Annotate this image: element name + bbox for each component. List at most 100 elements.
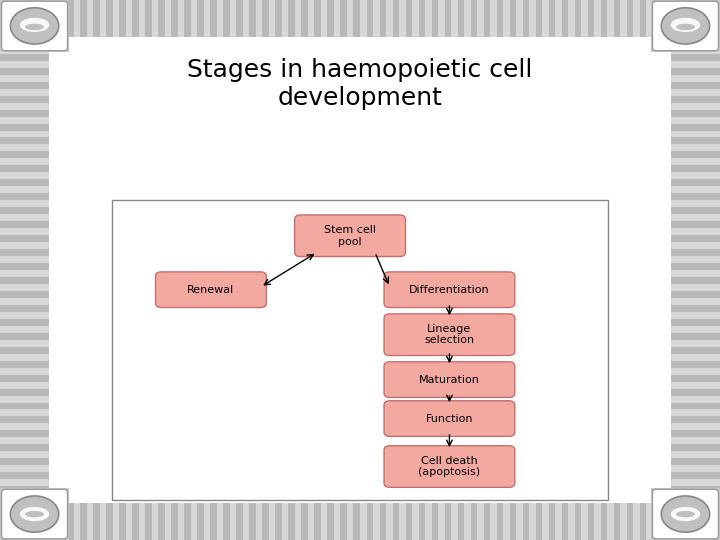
Bar <box>671 389 720 395</box>
Bar <box>671 270 720 277</box>
Bar <box>178 0 184 37</box>
Bar <box>471 0 477 37</box>
Bar <box>451 503 458 540</box>
Bar <box>139 0 145 37</box>
Ellipse shape <box>25 24 44 30</box>
Bar <box>671 382 720 389</box>
Bar <box>672 0 679 37</box>
Bar <box>0 458 49 465</box>
Bar <box>0 242 49 249</box>
FancyBboxPatch shape <box>652 489 719 539</box>
Bar <box>671 277 720 284</box>
FancyBboxPatch shape <box>384 362 515 397</box>
Bar <box>418 0 425 37</box>
Bar <box>549 0 555 37</box>
Bar <box>236 503 243 540</box>
Bar <box>302 0 308 37</box>
Bar <box>0 444 49 451</box>
Bar <box>634 0 640 37</box>
Bar <box>671 319 720 326</box>
Bar <box>0 488 69 540</box>
Bar <box>86 503 93 540</box>
Bar <box>126 503 132 540</box>
Bar <box>671 312 720 319</box>
Bar <box>490 0 497 37</box>
Ellipse shape <box>676 511 695 517</box>
Bar <box>458 0 464 37</box>
Bar <box>269 503 275 540</box>
Bar <box>0 68 49 75</box>
Circle shape <box>661 496 710 532</box>
Text: Stem cell
pool: Stem cell pool <box>324 225 376 247</box>
Bar <box>671 368 720 375</box>
Bar <box>0 291 49 298</box>
Bar <box>184 503 191 540</box>
Bar <box>671 242 720 249</box>
Bar <box>379 503 386 540</box>
Bar <box>315 503 321 540</box>
Bar <box>671 75 720 82</box>
Bar <box>0 89 49 96</box>
Bar <box>0 131 49 138</box>
Bar <box>217 503 223 540</box>
FancyBboxPatch shape <box>294 215 405 256</box>
Bar <box>671 158 720 165</box>
Bar <box>269 0 275 37</box>
Bar <box>0 26 49 33</box>
Bar <box>672 503 679 540</box>
Bar <box>308 503 315 540</box>
Bar <box>120 0 126 37</box>
Bar <box>529 503 536 540</box>
Bar <box>671 165 720 172</box>
Bar <box>0 312 49 319</box>
Bar <box>671 145 720 151</box>
Bar <box>671 437 720 444</box>
Bar <box>386 503 392 540</box>
Bar <box>35 0 41 37</box>
FancyBboxPatch shape <box>156 272 266 307</box>
Bar <box>334 503 341 540</box>
Bar <box>282 0 289 37</box>
Bar <box>425 0 431 37</box>
Bar <box>651 488 720 540</box>
Bar <box>0 354 49 361</box>
Bar <box>594 503 600 540</box>
Bar <box>671 409 720 416</box>
Bar <box>0 340 49 347</box>
Bar <box>0 256 49 263</box>
Bar <box>0 61 49 68</box>
Bar <box>139 503 145 540</box>
Bar <box>0 0 69 52</box>
Bar <box>671 486 720 493</box>
Bar <box>588 0 594 37</box>
Bar <box>0 54 49 61</box>
Bar <box>0 326 49 333</box>
Bar <box>575 503 581 540</box>
Bar <box>256 503 262 540</box>
Bar <box>0 389 49 395</box>
FancyBboxPatch shape <box>384 446 515 487</box>
Bar <box>510 503 516 540</box>
Bar <box>99 0 106 37</box>
Bar <box>660 503 666 540</box>
Bar <box>671 284 720 291</box>
Bar <box>0 465 49 472</box>
Bar <box>223 503 230 540</box>
Bar <box>671 458 720 465</box>
Bar <box>568 0 575 37</box>
Bar <box>0 158 49 165</box>
Bar <box>328 503 334 540</box>
Bar <box>671 228 720 235</box>
Bar <box>0 82 49 89</box>
Bar <box>295 0 302 37</box>
Bar <box>171 503 178 540</box>
Bar <box>60 0 67 37</box>
Bar <box>445 503 451 540</box>
Bar <box>262 503 269 540</box>
Bar <box>373 503 379 540</box>
Bar <box>0 347 49 354</box>
Bar <box>671 33 720 40</box>
Bar <box>0 333 49 340</box>
Bar <box>0 402 49 409</box>
Bar <box>497 503 503 540</box>
